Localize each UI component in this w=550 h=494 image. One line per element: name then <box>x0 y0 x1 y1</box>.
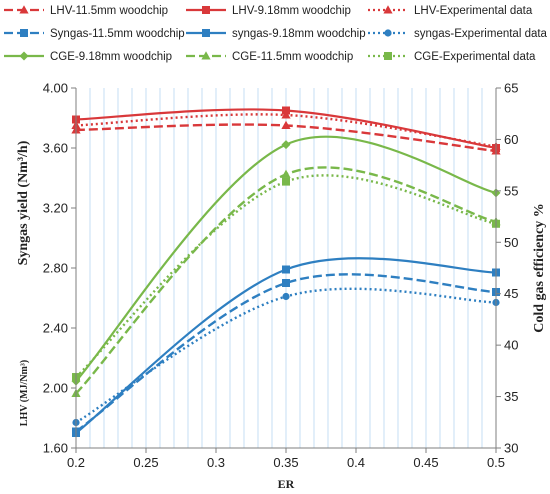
legend-marker <box>20 29 28 37</box>
y-tick-label: 4.00 <box>43 81 68 96</box>
data-point <box>281 140 291 150</box>
legend-marker <box>19 5 29 14</box>
legend-label: LHV-Experimental data <box>414 5 533 17</box>
legend-item: syngas-9.18mm woodchip <box>186 28 366 40</box>
legend-marker <box>202 29 210 37</box>
legend-marker <box>201 51 211 60</box>
x-tick-label: 0.3 <box>207 455 225 470</box>
x-axis-title: ER <box>278 477 295 491</box>
y-axis-title: Syngas yield (Nm³/h) <box>16 140 31 265</box>
y2-tick-label: 50 <box>504 235 518 250</box>
y2-tick-label: 30 <box>504 441 518 456</box>
legend-label: syngas-9.18mm woodchip <box>232 28 366 40</box>
x-tick-label: 0.2 <box>67 455 85 470</box>
legend-item: CGE-11.5mm woodchip <box>186 51 353 63</box>
x-tick-label: 0.5 <box>487 455 505 470</box>
legend-item: syngas-Experimental data <box>368 28 548 40</box>
data-point <box>282 177 290 186</box>
legend-label: CGE-9.18mm woodchip <box>50 51 172 63</box>
data-point <box>281 110 291 119</box>
legend-item: Syngas-11.5mm woodchip <box>4 28 185 40</box>
legend-marker <box>384 29 392 37</box>
y2-tick-label: 60 <box>504 132 518 147</box>
y-axis-title-lhv: LHV (MJ/Nm³) <box>19 360 30 426</box>
data-point <box>282 292 290 301</box>
legend-marker <box>383 5 393 14</box>
data-point <box>282 265 290 274</box>
legend-label: Syngas-11.5mm woodchip <box>50 28 185 40</box>
y2-axis-title: Cold gas efficiency % <box>532 203 547 332</box>
series-line <box>75 135 497 382</box>
series-syngas-experimental-data <box>72 287 500 427</box>
legend-label: syngas-Experimental data <box>414 28 548 40</box>
y-tick-label: 2.00 <box>43 381 68 396</box>
legend-label: LHV-11.5mm woodchip <box>50 5 168 17</box>
legend-item: CGE-9.18mm woodchip <box>4 51 172 63</box>
legend: LHV-11.5mm woodchip LHV-9.18mm woodchip LH… <box>4 5 548 63</box>
y2-tick-label: 45 <box>504 286 518 301</box>
data-point <box>282 279 290 287</box>
y2-tick-label: 40 <box>504 338 518 353</box>
y-tick-label: 2.40 <box>43 321 68 336</box>
legend-item: LHV-Experimental data <box>368 5 533 17</box>
y2-tick-label: 35 <box>504 389 518 404</box>
legend-marker <box>384 52 392 60</box>
y-tick-label: 2.80 <box>43 261 68 276</box>
legend-label: CGE-11.5mm woodchip <box>232 51 353 63</box>
x-tick-label: 0.45 <box>413 455 438 470</box>
x-tick-label: 0.25 <box>133 455 158 470</box>
y-tick-label: 3.60 <box>43 141 68 156</box>
legend-item: CGE-Experimental data <box>368 51 536 63</box>
legend-item: LHV-9.18mm woodchip <box>186 5 351 17</box>
axes: 1.60 2.00 2.40 2.80 3.20 3.60 4.00 30 35 40 45 50 55… <box>16 81 547 492</box>
series-line <box>75 273 497 433</box>
x-tick-label: 0.4 <box>347 455 365 470</box>
x-tick-label: 0.35 <box>273 455 298 470</box>
data-point <box>281 169 291 178</box>
y2-tick-label: 55 <box>504 183 518 198</box>
y2-tick-label: 65 <box>504 81 518 96</box>
data-point <box>281 120 291 129</box>
legend-item: LHV-11.5mm woodchip <box>4 5 168 17</box>
legend-label: CGE-Experimental data <box>414 51 536 63</box>
legend-label: LHV-9.18mm woodchip <box>232 5 351 17</box>
y-tick-label: 3.20 <box>43 201 68 216</box>
y-tick-label: 1.60 <box>43 441 68 456</box>
legend-marker <box>202 6 210 14</box>
legend-marker <box>19 51 29 61</box>
